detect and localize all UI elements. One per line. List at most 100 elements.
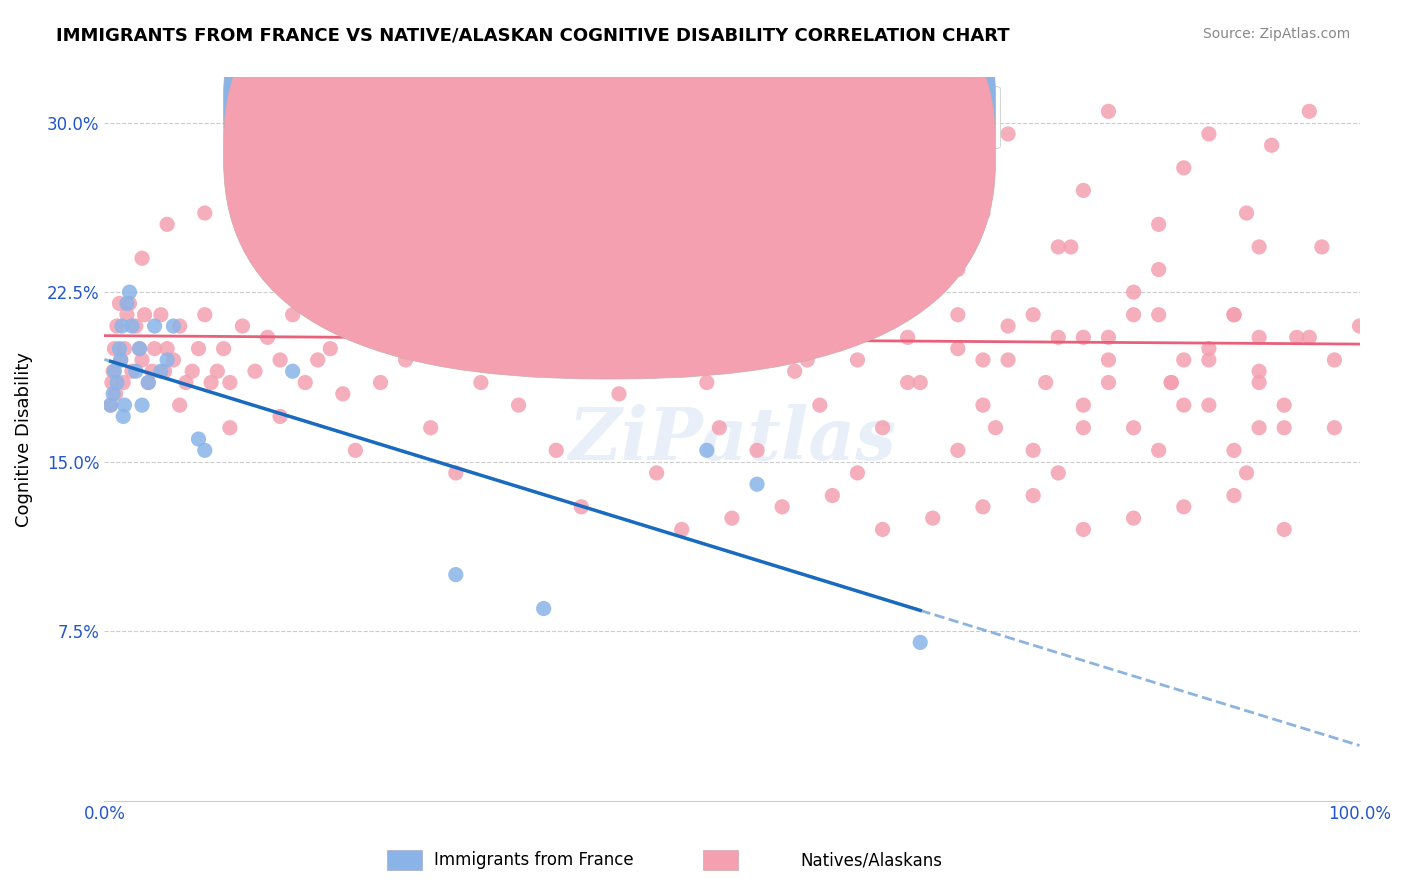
Text: ZiPatlas: ZiPatlas: [568, 403, 896, 475]
Point: [897, 376, 920, 390]
Point: [1060, 240, 1083, 254]
Point: [101, 364, 124, 378]
Point: [595, 127, 617, 141]
Point: [112, 409, 135, 424]
FancyBboxPatch shape: [224, 0, 995, 334]
Point: [444, 308, 467, 322]
Point: [111, 319, 134, 334]
Point: [162, 353, 184, 368]
Point: [143, 319, 166, 334]
Point: [520, 285, 543, 300]
Point: [406, 330, 429, 344]
Text: R = 0.058   N = 196: R = 0.058 N = 196: [626, 139, 807, 157]
Point: [136, 376, 159, 390]
Point: [419, 421, 441, 435]
Point: [620, 308, 643, 322]
Point: [131, 398, 153, 412]
Point: [131, 353, 153, 368]
Point: [194, 443, 217, 458]
Point: [569, 364, 592, 378]
Point: [156, 353, 179, 368]
Point: [1122, 421, 1144, 435]
Point: [143, 342, 166, 356]
Point: [1160, 376, 1182, 390]
Point: [709, 421, 731, 435]
Point: [595, 217, 617, 231]
Point: [169, 398, 191, 412]
Point: [115, 308, 138, 322]
Point: [821, 308, 844, 322]
Point: [1047, 466, 1070, 480]
Point: [972, 149, 994, 163]
Point: [1173, 161, 1195, 175]
Point: [125, 364, 148, 378]
Text: R = -0.321   N =  28: R = -0.321 N = 28: [626, 96, 808, 114]
Point: [156, 342, 179, 356]
Point: [1073, 523, 1095, 537]
Point: [997, 127, 1019, 141]
Point: [908, 635, 931, 649]
Point: [115, 296, 138, 310]
Point: [243, 364, 266, 378]
Point: [1310, 240, 1333, 254]
Point: [796, 127, 818, 141]
Point: [110, 353, 132, 368]
Point: [103, 364, 125, 378]
Point: [1223, 308, 1246, 322]
Point: [344, 319, 367, 334]
Point: [1323, 353, 1346, 368]
Point: [1047, 330, 1070, 344]
Point: [1173, 500, 1195, 514]
Point: [1223, 443, 1246, 458]
Point: [1073, 421, 1095, 435]
Point: [745, 262, 768, 277]
Point: [770, 500, 793, 514]
Point: [495, 252, 517, 266]
Point: [121, 364, 143, 378]
Point: [406, 228, 429, 243]
Point: [307, 353, 329, 368]
Point: [1073, 330, 1095, 344]
Point: [394, 353, 416, 368]
Point: [134, 308, 156, 322]
Point: [1260, 138, 1282, 153]
Point: [607, 387, 630, 401]
Point: [108, 342, 131, 356]
Point: [118, 296, 141, 310]
Point: [332, 387, 354, 401]
Point: [645, 466, 668, 480]
Point: [128, 342, 150, 356]
Point: [1249, 330, 1271, 344]
Point: [821, 330, 844, 344]
Point: [569, 183, 592, 197]
Legend: , : ,: [948, 86, 1000, 148]
Point: [872, 308, 894, 322]
Point: [153, 364, 176, 378]
Point: [972, 500, 994, 514]
Point: [194, 308, 217, 322]
Point: [946, 308, 969, 322]
Point: [1073, 183, 1095, 197]
Point: [671, 161, 693, 175]
Point: [114, 342, 136, 356]
Point: [112, 376, 135, 390]
Point: [269, 161, 291, 175]
Point: [1022, 443, 1045, 458]
Point: [100, 398, 122, 412]
Point: [671, 523, 693, 537]
Point: [104, 387, 127, 401]
Point: [169, 319, 191, 334]
Point: [921, 285, 943, 300]
Point: [1223, 489, 1246, 503]
Point: [149, 364, 172, 378]
Point: [745, 477, 768, 491]
Point: [796, 353, 818, 368]
Point: [269, 409, 291, 424]
Point: [897, 104, 920, 119]
Point: [620, 353, 643, 368]
Point: [156, 217, 179, 231]
Point: [1348, 319, 1371, 334]
Point: [187, 432, 209, 446]
Point: [569, 500, 592, 514]
Point: [997, 353, 1019, 368]
